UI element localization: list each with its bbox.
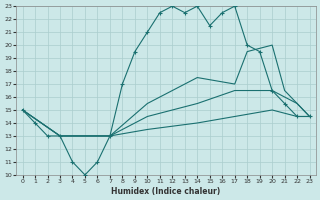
X-axis label: Humidex (Indice chaleur): Humidex (Indice chaleur) xyxy=(111,187,221,196)
